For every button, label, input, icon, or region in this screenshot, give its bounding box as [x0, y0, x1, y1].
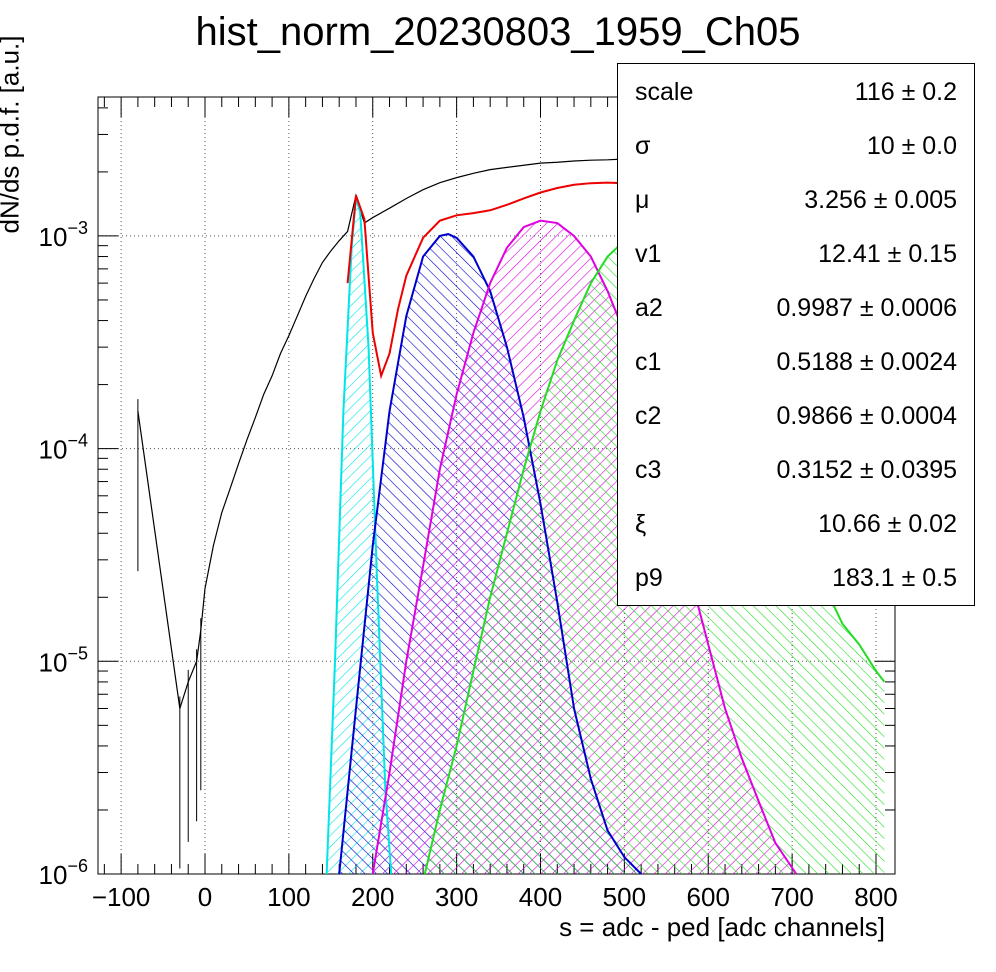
stat-name: ξ: [635, 510, 647, 538]
x-tick-label: 200: [351, 882, 394, 912]
stat-value: 10.66 ± 0.02: [818, 510, 957, 538]
stat-name: v1: [635, 240, 662, 268]
y-tick-label: 10−4: [39, 431, 88, 465]
x-tick-label: −100: [92, 882, 151, 912]
y-axis-title: dN/ds p.d.f. [a.u.]: [0, 35, 25, 234]
chart-title: hist_norm_20230803_1959_Ch05: [195, 10, 801, 54]
stat-name: scale: [635, 78, 694, 106]
stat-value: 0.5188 ± 0.0024: [776, 348, 957, 376]
fit-curve: [325, 198, 393, 875]
stat-row: scale 116 ± 0.2: [618, 64, 974, 118]
stat-row: p9 183.1 ± 0.5: [618, 550, 974, 604]
y-tick-label: 10−5: [39, 643, 88, 677]
stat-value: 0.9866 ± 0.0004: [776, 402, 957, 430]
fit-curve: [371, 219, 798, 875]
stat-row: c2 0.9866 ± 0.0004: [618, 388, 974, 442]
stat-row: v1 12.41 ± 0.15: [618, 226, 974, 280]
stat-row: σ 10 ± 0.0: [618, 118, 974, 172]
stat-value: 0.9987 ± 0.0006: [776, 294, 957, 322]
x-tick-label: 800: [854, 882, 897, 912]
stat-value: 3.256 ± 0.005: [804, 186, 957, 214]
x-axis-title: s = adc - ped [adc channels]: [559, 912, 885, 942]
stat-row: c3 0.3152 ± 0.0395: [618, 442, 974, 496]
stat-value: 116 ± 0.2: [854, 78, 957, 106]
histogram-line: [137, 158, 633, 709]
stat-name: μ: [635, 186, 650, 214]
stat-row: a2 0.9987 ± 0.0006: [618, 280, 974, 334]
x-tick-label: 0: [198, 882, 212, 912]
fit-curve: [338, 233, 642, 875]
stat-value: 12.41 ± 0.15: [818, 240, 957, 268]
stat-name: c1: [635, 348, 662, 376]
stat-row: ξ 10.66 ± 0.02: [618, 496, 974, 550]
stat-value: 183.1 ± 0.5: [832, 564, 957, 592]
stat-name: σ: [635, 132, 651, 160]
stat-row: μ 3.256 ± 0.005: [618, 172, 974, 226]
x-tick-label: 400: [519, 882, 562, 912]
stat-name: a2: [635, 294, 663, 322]
x-tick-label: 300: [435, 882, 478, 912]
stat-name: p9: [635, 564, 663, 592]
stat-name: c2: [635, 402, 662, 430]
y-tick-label: 10−6: [39, 856, 88, 890]
x-tick-label: 500: [603, 882, 646, 912]
fit-parameters-box: scale 116 ± 0.2 σ 10 ± 0.0 μ 3.256 ± 0.0…: [617, 63, 975, 606]
x-tick-label: 700: [770, 882, 813, 912]
y-tick-label: 10−3: [39, 218, 88, 252]
x-tick-label: 100: [267, 882, 310, 912]
stat-value: 10 ± 0.0: [866, 132, 957, 160]
x-tick-label: 600: [687, 882, 730, 912]
stat-row: c1 0.5188 ± 0.0024: [618, 334, 974, 388]
stat-name: c3: [635, 456, 662, 484]
stat-value: 0.3152 ± 0.0395: [776, 456, 957, 484]
